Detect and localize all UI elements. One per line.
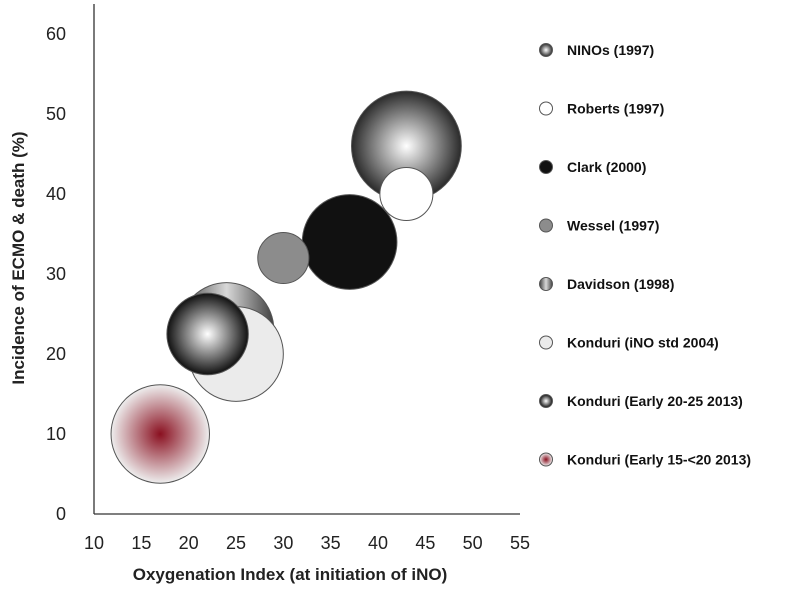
y-tick-label: 0 — [56, 504, 66, 524]
legend-marker — [539, 160, 553, 174]
legend-marker — [539, 43, 553, 57]
bubble-8 — [110, 384, 210, 484]
x-tick-label: 25 — [226, 533, 246, 553]
legend-marker — [539, 452, 553, 467]
x-tick-label: 20 — [179, 533, 199, 553]
x-tick-label: 30 — [273, 533, 293, 553]
x-tick-label: 55 — [510, 533, 530, 553]
legend-label: Davidson (1998) — [567, 276, 674, 292]
legend: NINOs (1997) Roberts (1997) Clark (2000) We… — [539, 42, 751, 468]
y-tick-label: 30 — [46, 264, 66, 284]
legend-item: NINOs (1997) — [539, 42, 654, 58]
y-tick-label: 50 — [46, 104, 66, 124]
legend-item: Roberts (1997) — [539, 101, 664, 117]
y-tick-label: 60 — [46, 24, 66, 44]
legend-item: Konduri (Early 20-25 2013) — [539, 393, 743, 409]
bubbles — [110, 90, 462, 484]
x-tick-label: 40 — [368, 533, 388, 553]
x-tick-label: 35 — [321, 533, 341, 553]
x-tick-label: 50 — [463, 533, 483, 553]
legend-marker — [539, 277, 553, 291]
bubble-4 — [257, 231, 310, 285]
legend-label: Clark (2000) — [567, 159, 646, 175]
legend-marker — [539, 394, 553, 408]
legend-label: Konduri (iNO std 2004) — [567, 335, 719, 351]
legend-label: Konduri (Early 15-<20 2013) — [567, 452, 751, 468]
legend-item: Clark (2000) — [539, 159, 646, 175]
legend-marker — [539, 218, 553, 233]
legend-label: Roberts (1997) — [567, 101, 664, 117]
legend-item: Konduri (iNO std 2004) — [539, 335, 719, 351]
y-tick-label: 40 — [46, 184, 66, 204]
legend-item: Konduri (Early 15-<20 2013) — [539, 452, 751, 468]
legend-marker — [539, 101, 553, 116]
bubble-2 — [379, 166, 434, 222]
bubble-7 — [166, 292, 249, 376]
bubble-3 — [301, 194, 398, 290]
legend-item: Wessel (1997) — [539, 218, 659, 234]
y-axis-title: Incidence of ECMO & death (%) — [9, 131, 28, 384]
legend-label: Wessel (1997) — [567, 218, 659, 234]
y-tick-label: 20 — [46, 344, 66, 364]
legend-label: NINOs (1997) — [567, 42, 654, 58]
legend-label: Konduri (Early 20-25 2013) — [567, 393, 743, 409]
legend-item: Davidson (1998) — [539, 276, 674, 292]
legend-marker — [539, 335, 553, 350]
x-tick-label: 45 — [415, 533, 435, 553]
x-axis-title: Oxygenation Index (at initiation of iNO) — [133, 565, 448, 584]
x-tick-label: 15 — [131, 533, 151, 553]
y-tick-label: 10 — [46, 424, 66, 444]
y-tick-labels: 0 10 20 30 40 50 60 — [46, 24, 66, 524]
x-tick-label: 10 — [84, 533, 104, 553]
x-tick-labels: 10 15 20 25 30 35 40 45 50 55 — [84, 533, 530, 553]
axes — [93, 4, 520, 515]
